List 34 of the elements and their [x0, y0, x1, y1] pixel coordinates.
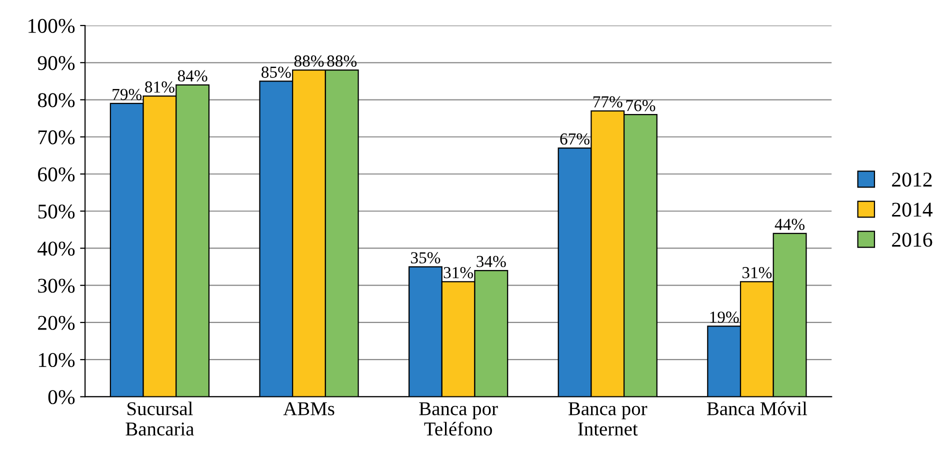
data-label: 84% [178, 70, 208, 82]
y-tick-label: 0% [48, 390, 75, 404]
x-tick-label: Banca por Teléfono [419, 402, 498, 436]
data-label: 35% [411, 252, 440, 264]
data-label: 19% [710, 312, 739, 323]
data-label: 79% [112, 88, 142, 100]
x-tick-label: ABMs [283, 402, 334, 416]
data-label: 88% [327, 55, 357, 67]
data-label: 81% [145, 81, 174, 93]
y-tick-label: 100% [28, 18, 75, 34]
y-tick-label: 40% [38, 242, 75, 256]
data-label: 77% [593, 96, 622, 108]
legend-label: 2016 [892, 232, 932, 247]
y-tick-label: 50% [38, 204, 75, 219]
y-tick-label: 10% [38, 352, 75, 368]
data-label: 31% [742, 267, 772, 278]
data-label: 31% [444, 267, 474, 278]
x-tick-label: Sucursal Bancaria [126, 402, 194, 436]
data-label: 76% [626, 100, 656, 112]
data-label: 34% [476, 256, 506, 268]
data-label: 67% [560, 133, 590, 145]
x-tick-label: Banca por Internet [568, 402, 648, 436]
y-tick-label: 80% [38, 93, 75, 108]
legend-label: 2014 [892, 202, 932, 217]
y-tick-label: 70% [38, 130, 75, 144]
y-tick-label: 20% [38, 316, 75, 330]
data-label: 44% [774, 218, 804, 230]
y-tick-label: 60% [38, 167, 75, 182]
data-label: 88% [294, 55, 324, 67]
y-tick-label: 30% [38, 278, 75, 293]
y-tick-label: 90% [38, 56, 75, 70]
x-tick-label: Banca Móvil [707, 402, 808, 416]
legend-label: 2012 [892, 172, 932, 187]
data-label: 85% [262, 66, 291, 78]
